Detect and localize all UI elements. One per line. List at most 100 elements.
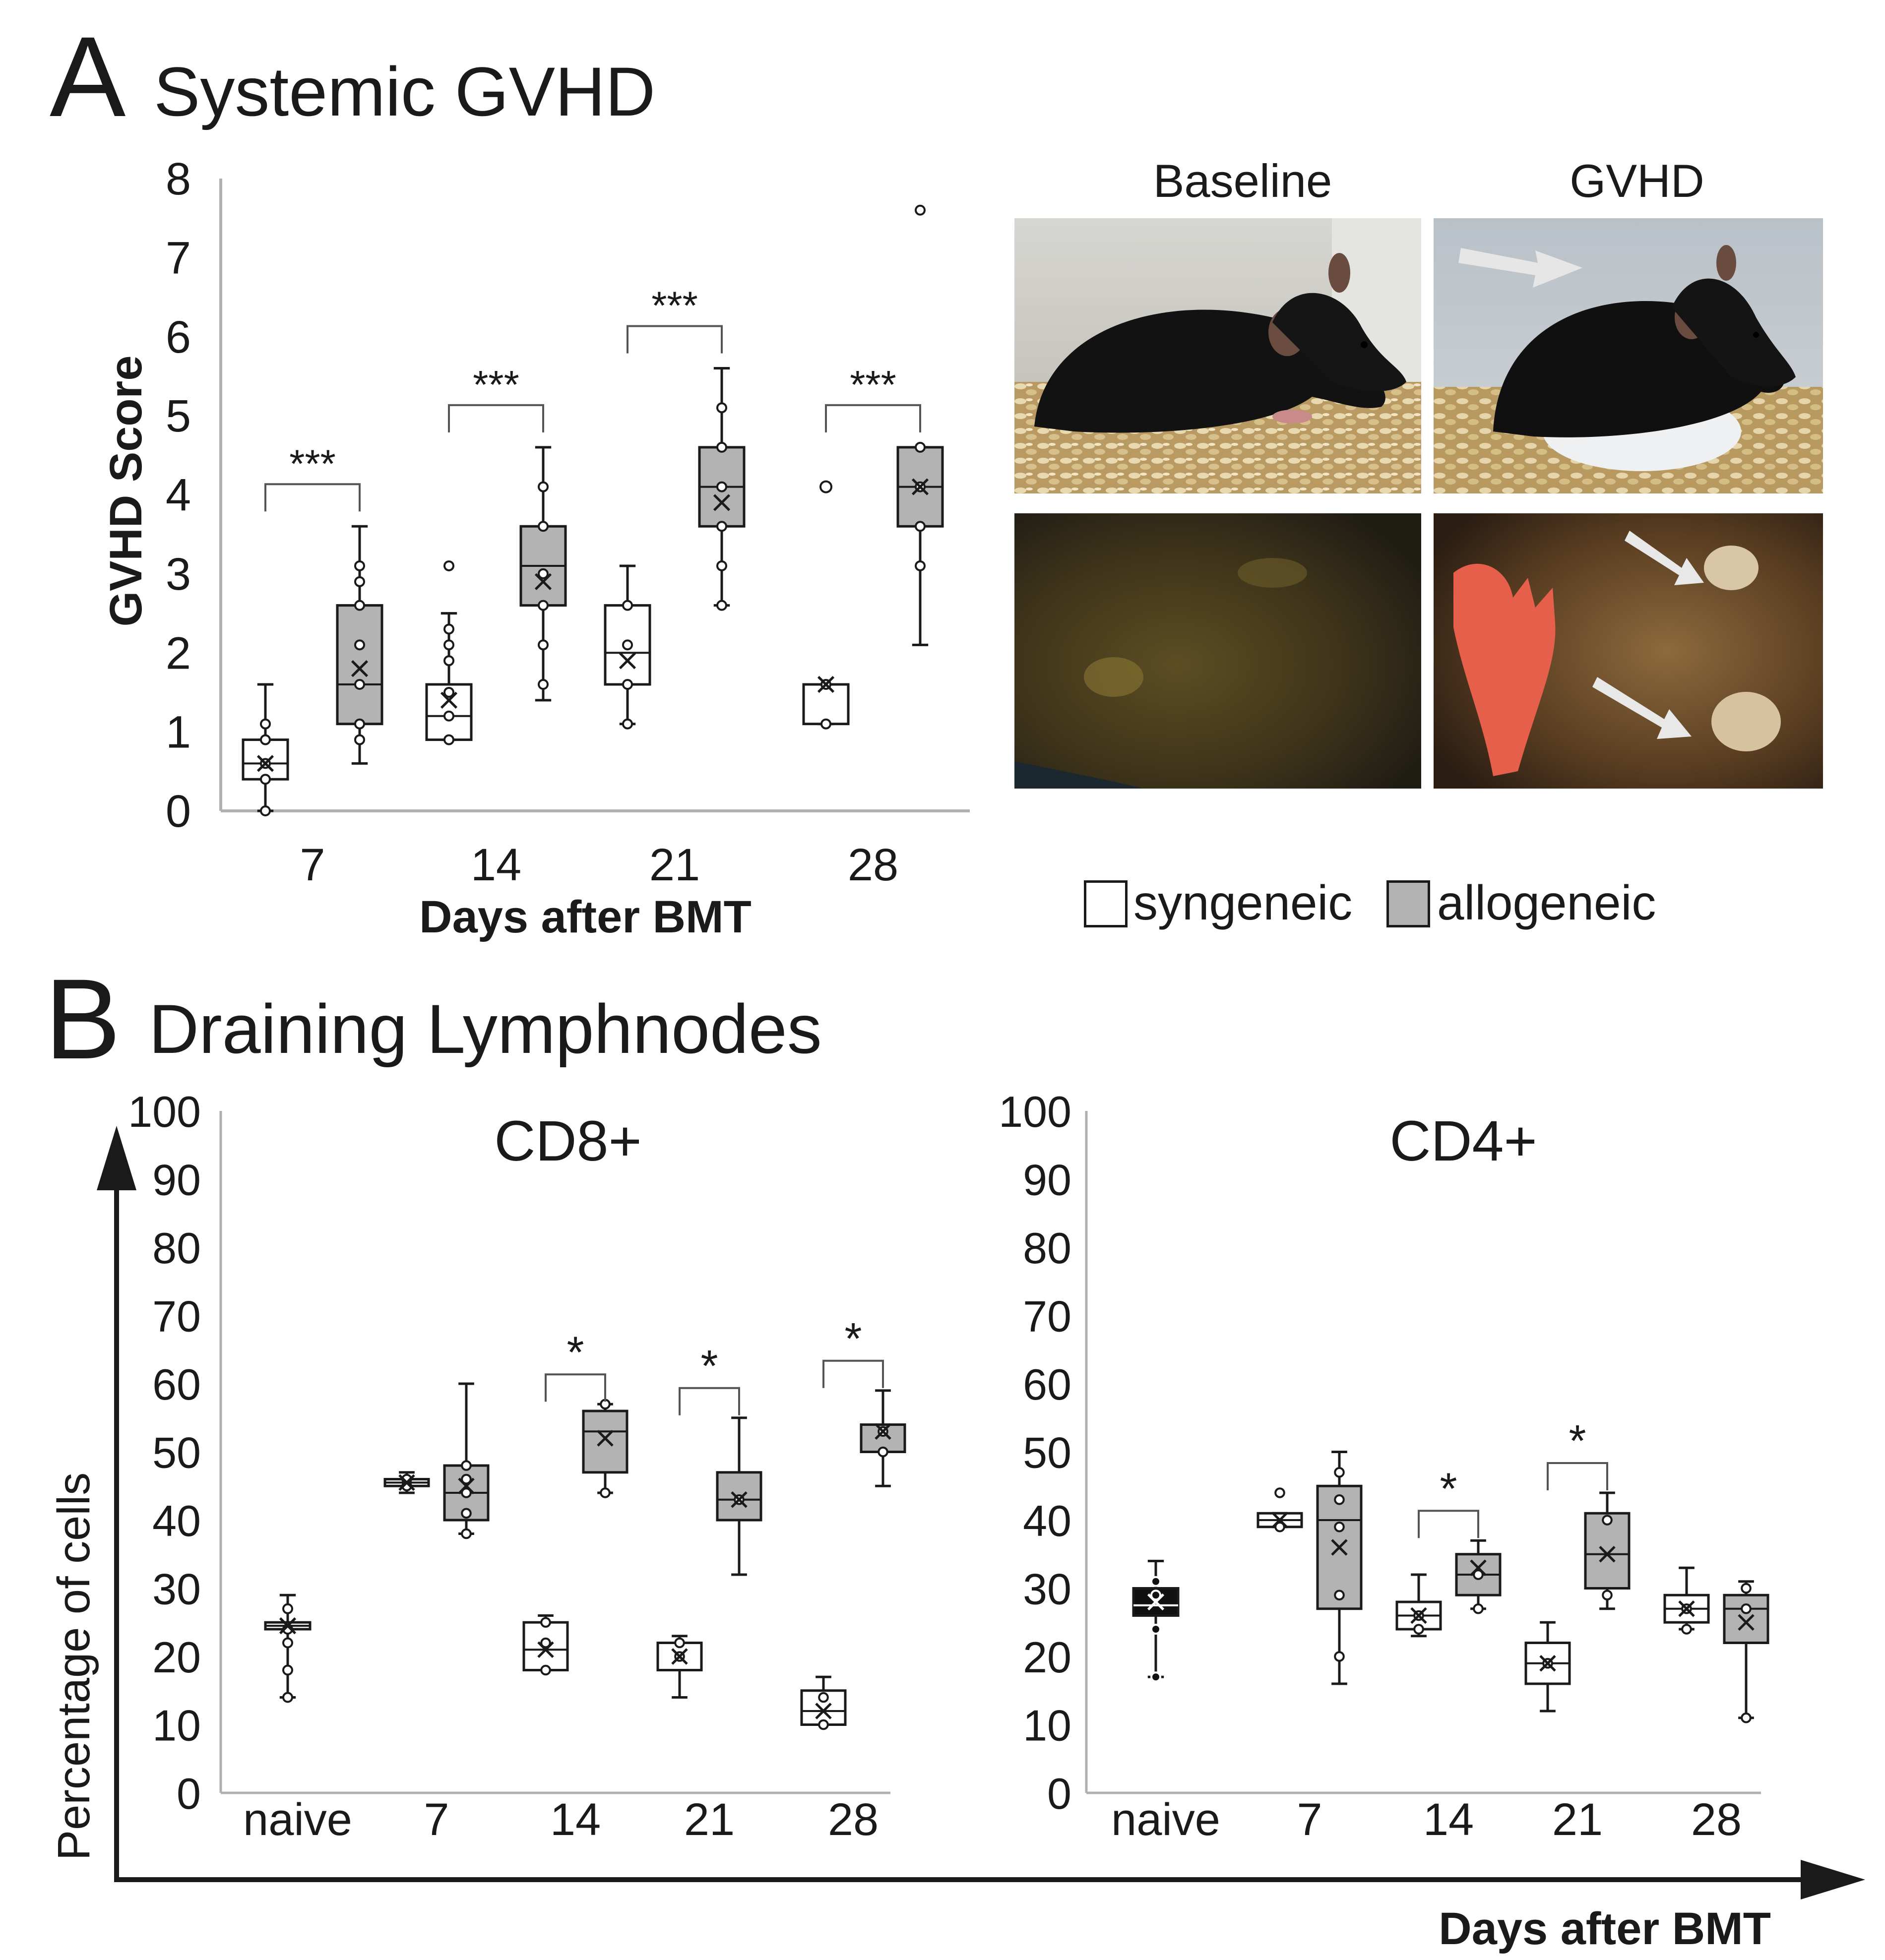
chart-a-allo-21-point-3 — [716, 481, 727, 492]
chartB-syn-21-mean-marker — [671, 1648, 688, 1665]
chartB-allo-7-point-3 — [461, 1473, 472, 1485]
chartB-sig-14-bracket — [545, 1373, 606, 1402]
photo-label-gvhd: GVHD — [1570, 155, 1704, 207]
chart-a-allo-28-point-0 — [915, 560, 926, 571]
panel-a-letter: A — [50, 13, 126, 140]
chart-a-ytick-5: 5 — [166, 391, 191, 441]
chartB-allo-14-mean-marker — [597, 1430, 614, 1447]
chart-a-allo-28-point-1 — [915, 521, 926, 532]
chart-cd8: 0 10 20 30 40 50 60 70 80 90 100 CD8+ naive 7 14 * 21 * 28… — [128, 1087, 906, 1845]
chart-a-allo-14-point-4 — [538, 521, 549, 532]
chartC-title: CD4+ — [1389, 1109, 1537, 1173]
chartB-naive-point-4 — [282, 1603, 293, 1614]
chart-a-allo-28-point-3 — [915, 441, 926, 453]
chart-a-sig-7-label: *** — [289, 441, 335, 486]
chartC-ytick-10: 100 — [999, 1087, 1071, 1136]
chartB-syn-21-point-1 — [674, 1637, 685, 1649]
chartC-sig-14-bracket — [1418, 1510, 1479, 1538]
chartC-ytick-3: 30 — [1023, 1565, 1071, 1614]
chart-a-allo-7-point-1 — [354, 718, 365, 730]
chartC-allo-21-point-0 — [1602, 1590, 1613, 1601]
chart-a-syn-14-point-5 — [443, 623, 454, 635]
chartC-ytick-9: 90 — [1023, 1156, 1071, 1205]
chart-a-allo-21-point-0 — [716, 600, 727, 611]
chartC-allo-28-box — [1723, 1593, 1769, 1644]
chartB-sig-28-label: * — [844, 1314, 862, 1364]
chartB-allo-7-mean-marker — [458, 1477, 475, 1494]
chart-a-syn-21-point-2 — [622, 639, 633, 651]
chartC-allo-28-mean-marker — [1738, 1614, 1755, 1631]
chart-a-ytick-0: 0 — [166, 786, 191, 837]
chartB-xtick-3: 21 — [684, 1794, 735, 1845]
chart-a-syn-14-mean-marker — [440, 691, 458, 709]
chart-a-ytick-4: 4 — [166, 470, 191, 521]
chartB-allo-7-point-2 — [461, 1487, 472, 1498]
chartC-ytick-4: 40 — [1023, 1496, 1071, 1545]
chartC-xtick-4: 28 — [1691, 1794, 1742, 1845]
chartB-xtick-1: 7 — [424, 1794, 449, 1845]
chartC-syn-7-point-1 — [1274, 1487, 1285, 1498]
chartB-allo-7-point-0 — [461, 1528, 472, 1539]
shared-axes: Percentage of cells Days after BMT — [49, 1126, 1865, 1954]
chart-a-syn-21-box — [604, 604, 651, 686]
chartC-xtick-0: naive — [1111, 1794, 1220, 1845]
chartC-allo-7-point-4 — [1334, 1467, 1345, 1478]
chart-a-syn-21-point-0 — [622, 718, 633, 730]
chartB-naive-point-0 — [282, 1692, 293, 1703]
chart-a-allo-14-point-2 — [538, 600, 549, 611]
chart-a-allo-21-point-4 — [716, 441, 727, 453]
chartB-ytick-1: 10 — [152, 1701, 201, 1750]
chartC-ytick-8: 80 — [1023, 1224, 1071, 1273]
chartB-xtick-4: 28 — [828, 1794, 879, 1845]
chartB-ytick-6: 60 — [152, 1360, 201, 1409]
chart-a-sig-21-bracket — [627, 325, 723, 354]
chartC-naive-point-3 — [1150, 1576, 1161, 1587]
chart-a-allo-7-point-3 — [354, 639, 365, 651]
chartC-allo-21-point-1 — [1602, 1515, 1613, 1526]
chartC-xtick-2: 14 — [1423, 1794, 1474, 1845]
chartB-allo-28-mean-marker — [875, 1423, 891, 1440]
photo-baseline-skin — [1014, 513, 1421, 789]
chart-a-allo-28-point-4 — [915, 204, 926, 216]
chart-a-xlabel: Days after BMT — [419, 892, 752, 942]
chart-a-allo-21-point-5 — [716, 402, 727, 414]
chart-a-xtick-0: 7 — [300, 840, 325, 890]
chartC-ytick-5: 50 — [1023, 1428, 1071, 1477]
chart-a-syn-7-point-4 — [260, 718, 271, 730]
chartC-allo-28-point-2 — [1741, 1583, 1752, 1594]
chartB-ytick-0: 0 — [177, 1769, 201, 1818]
chart-a-allo-14-point-0 — [538, 679, 549, 690]
chartB-allo-7-point-1 — [461, 1508, 472, 1519]
chartC-allo-14-mean-marker — [1470, 1559, 1487, 1576]
chart-a-syn-7-point-3 — [260, 734, 271, 745]
chartB-allo-14-box — [582, 1409, 628, 1474]
chartB-syn-28-point-1 — [818, 1692, 829, 1703]
chartC-ytick-7: 70 — [1023, 1292, 1071, 1341]
chart-a-ytick-7: 7 — [166, 233, 191, 283]
chart-a-syn-14-point-4 — [443, 639, 454, 651]
chart-a-allo-21-mean-marker — [713, 494, 731, 511]
chart-a-ytick-3: 3 — [166, 549, 191, 600]
chart-a-syn-28-point-0 — [820, 718, 831, 730]
chartC-syn-21-mean-marker — [1539, 1655, 1556, 1672]
chartC-allo-14-point-0 — [1473, 1603, 1484, 1614]
chartB-ytick-5: 50 — [152, 1428, 201, 1477]
panel-b-letter: B — [45, 955, 121, 1083]
chartC-ytick-1: 10 — [1023, 1701, 1071, 1750]
panel-b-title: Draining Lymphnodes — [149, 990, 822, 1068]
chartC-sig-21-bracket — [1547, 1462, 1608, 1490]
chartC-sig-14-label: * — [1440, 1464, 1457, 1514]
shared-xlabel: Days after BMT — [1439, 1903, 1771, 1954]
chart-a-allo-7-point-4 — [354, 600, 365, 611]
chart-a-allo-7-point-5 — [354, 576, 365, 587]
legend-label-syngeneic: syngeneic — [1133, 875, 1353, 930]
chart-a-syn-21-point-1 — [622, 679, 633, 690]
chartC-syn-14-point-0 — [1413, 1624, 1424, 1635]
chartB-sig-21-label: * — [700, 1342, 718, 1391]
chartB-ytick-3: 30 — [152, 1565, 201, 1614]
chart-a-allo-7-mean-marker — [351, 660, 369, 677]
legend-swatch-syngeneic — [1084, 880, 1128, 927]
chartC-naive-mean-marker — [1147, 1593, 1165, 1611]
chartB-syn-14-mean-marker — [537, 1641, 554, 1658]
